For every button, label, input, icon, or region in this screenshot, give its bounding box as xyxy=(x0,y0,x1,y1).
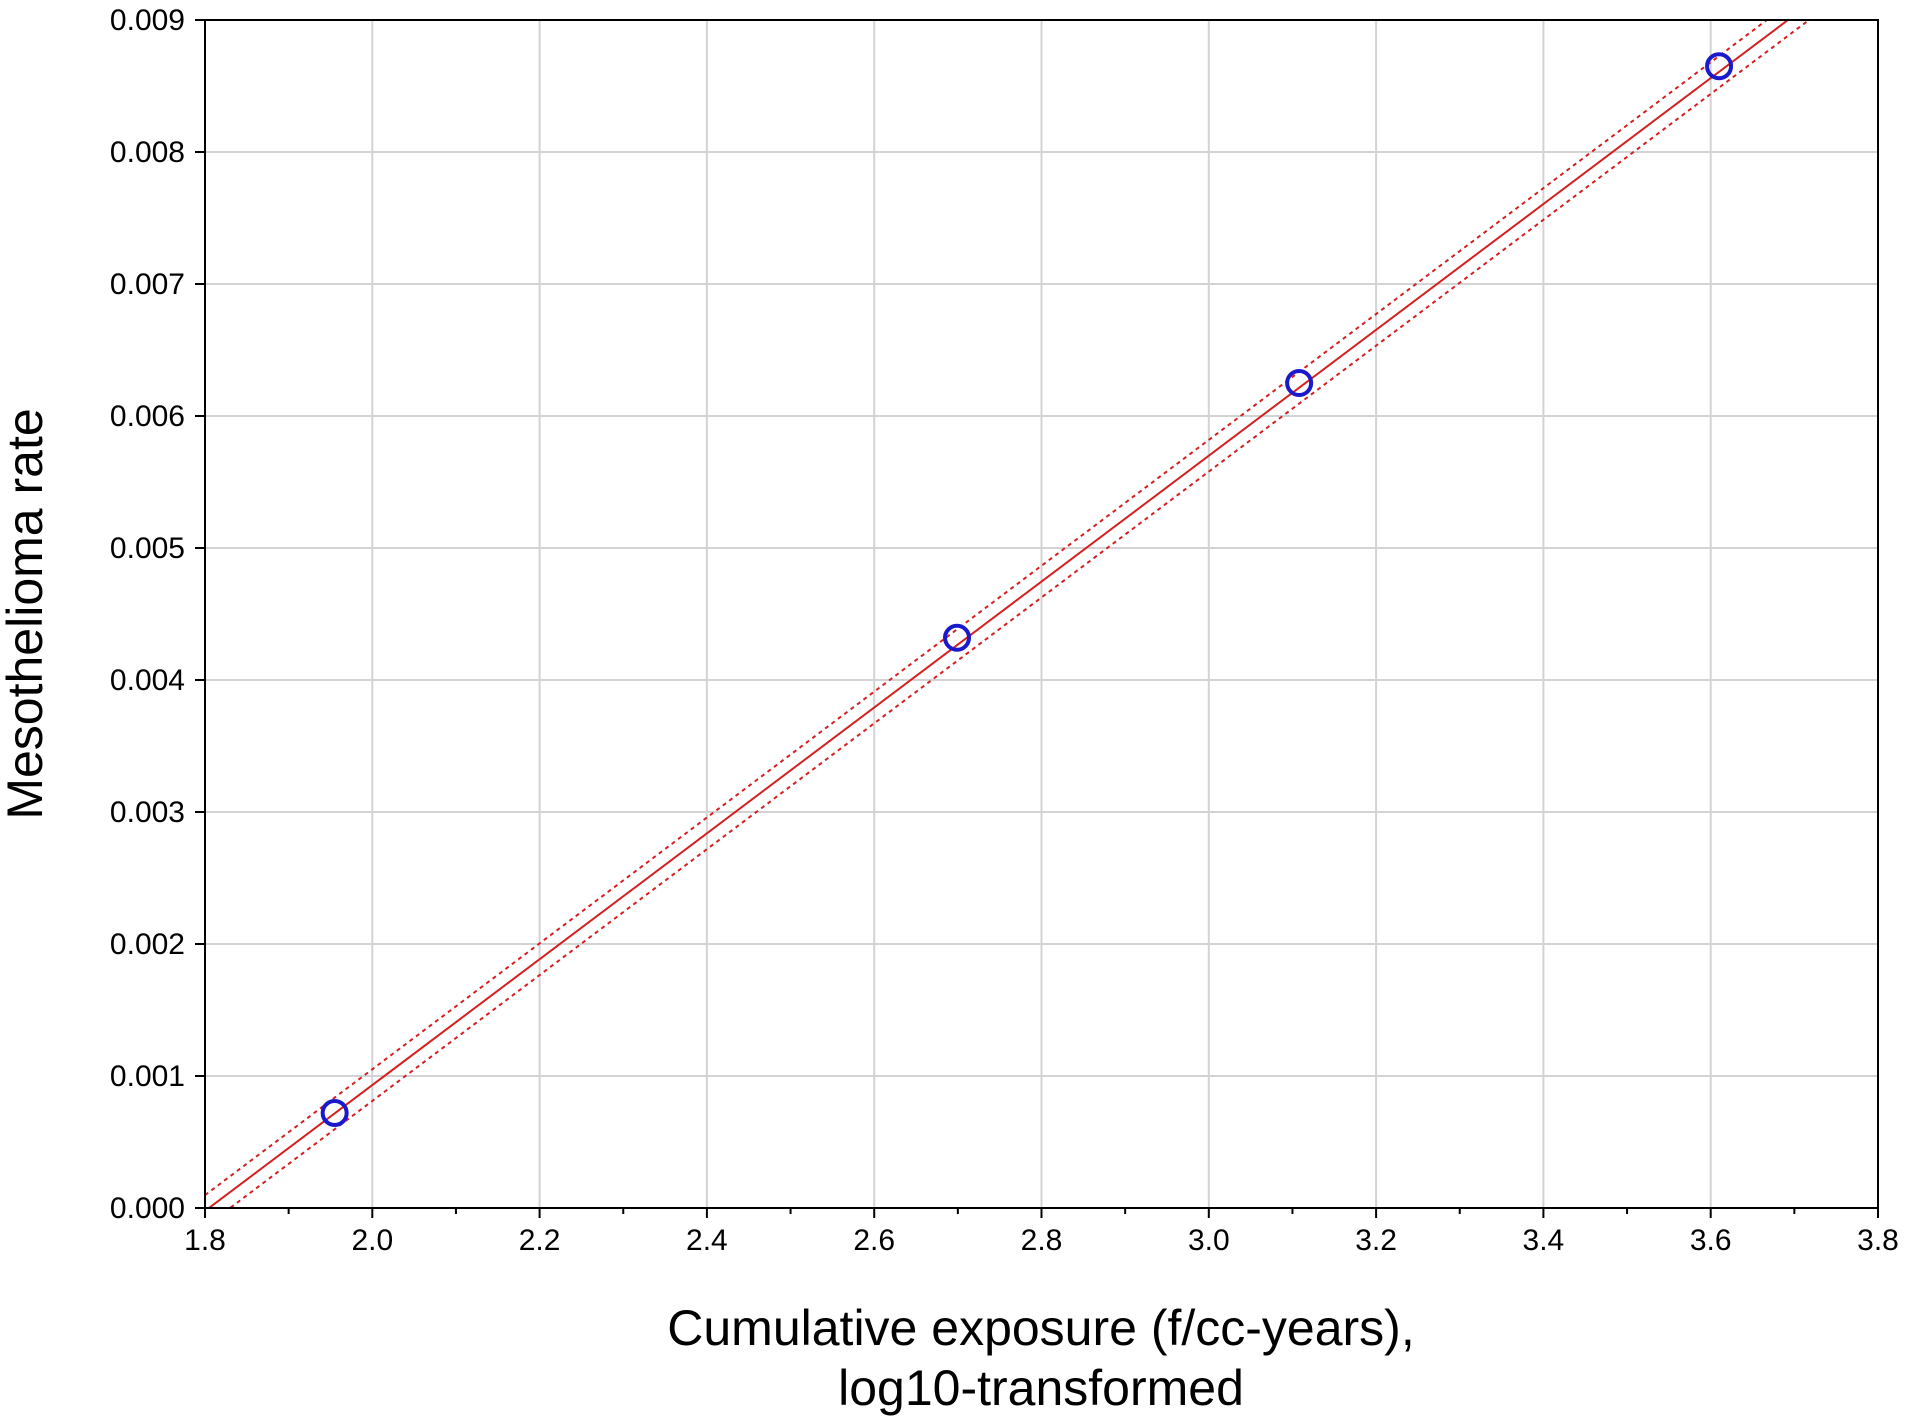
x-tick-label: 3.6 xyxy=(1690,1224,1732,1257)
y-tick-label: 0.003 xyxy=(110,796,185,829)
y-tick-label: 0.001 xyxy=(110,1060,185,1093)
x-tick-label: 2.0 xyxy=(351,1224,393,1257)
regression-line xyxy=(207,20,1790,1208)
y-tick-label: 0.008 xyxy=(110,136,185,169)
axis-ticks xyxy=(195,19,1879,1218)
x-tick-label: 3.4 xyxy=(1523,1224,1565,1257)
confidence-lower-line xyxy=(228,20,1811,1208)
grid xyxy=(205,20,1878,1208)
data-points xyxy=(320,52,1734,1127)
y-tick-label: 0.005 xyxy=(110,532,185,565)
y-axis-title: Mesothelioma rate xyxy=(0,408,53,819)
data-point xyxy=(1285,369,1314,397)
y-tick-label: 0.002 xyxy=(110,928,185,961)
x-tick-labels: 1.8 2.0 2.2 2.4 2.6 2.8 3.0 3.2 3.4 3.6 3.8 xyxy=(184,1224,1899,1257)
data-point xyxy=(1705,52,1734,81)
x-tick-label: 3.2 xyxy=(1355,1224,1397,1257)
x-tick-label: 3.8 xyxy=(1857,1224,1899,1257)
data-point xyxy=(320,1098,349,1127)
regression-lines xyxy=(205,20,1811,1208)
x-tick-label: 2.2 xyxy=(519,1224,561,1257)
x-tick-label: 2.6 xyxy=(853,1224,895,1257)
x-axis-title-line-2: log10-transformed xyxy=(838,1360,1244,1416)
data-point xyxy=(943,623,972,652)
x-tick-label: 2.4 xyxy=(686,1224,728,1257)
y-tick-labels: 0.000 0.001 0.002 0.003 0.004 0.005 0.006 0.007… xyxy=(110,4,185,1225)
y-tick-label: 0.006 xyxy=(110,400,185,433)
y-tick-label: 0.000 xyxy=(110,1192,185,1225)
confidence-upper-line xyxy=(205,20,1769,1196)
x-axis-title-line-1: Cumulative exposure (f/cc-years), xyxy=(667,1300,1414,1356)
y-tick-label: 0.007 xyxy=(110,268,185,301)
x-tick-label: 2.8 xyxy=(1021,1224,1063,1257)
x-tick-label: 1.8 xyxy=(184,1224,226,1257)
y-tick-label: 0.004 xyxy=(110,664,185,697)
y-tick-label: 0.009 xyxy=(110,4,185,37)
x-tick-label: 3.0 xyxy=(1188,1224,1230,1257)
